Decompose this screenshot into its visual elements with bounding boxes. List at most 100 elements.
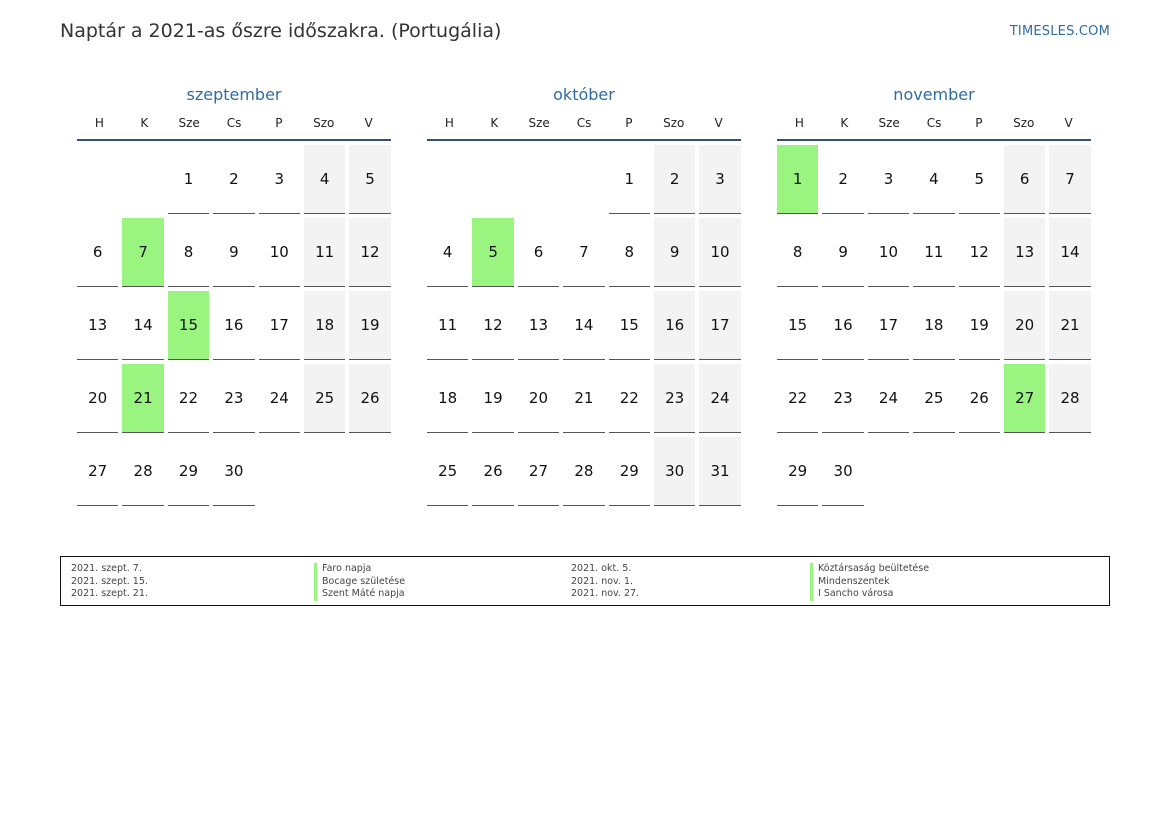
day-cell[interactable]: 14 xyxy=(1049,218,1091,287)
day-cell[interactable]: 10 xyxy=(258,218,300,287)
day-cell[interactable]: 10 xyxy=(867,218,910,287)
day-cell[interactable]: 25 xyxy=(427,437,469,506)
day-cell[interactable]: 14 xyxy=(122,291,164,360)
day-cell[interactable]: 3 xyxy=(867,145,910,214)
day-cell[interactable]: 18 xyxy=(427,364,469,433)
day-cell[interactable]: 12 xyxy=(472,291,514,360)
day-cell[interactable]: 30 xyxy=(822,437,864,506)
day-cell[interactable]: 18 xyxy=(303,291,346,360)
weekday-label: Cs xyxy=(226,116,242,130)
day-cell[interactable]: 16 xyxy=(213,291,255,360)
day-cell[interactable]: 29 xyxy=(777,437,819,506)
weekday-label: Szo xyxy=(663,116,685,130)
day-cell[interactable]: 28 xyxy=(1049,364,1091,433)
day-cell[interactable]: 25 xyxy=(913,364,955,433)
day-cell[interactable]: 20 xyxy=(517,364,560,433)
holiday-day-cell[interactable]: 15 xyxy=(167,291,210,360)
day-cell[interactable]: 23 xyxy=(653,364,696,433)
day-cell[interactable]: 14 xyxy=(563,291,605,360)
day-cell[interactable]: 8 xyxy=(167,218,210,287)
day-cell[interactable]: 31 xyxy=(699,437,741,506)
day-cell[interactable]: 2 xyxy=(213,145,255,214)
day-cell[interactable]: 26 xyxy=(349,364,391,433)
day-cell[interactable]: 21 xyxy=(1049,291,1091,360)
holiday-day-cell[interactable]: 7 xyxy=(122,218,164,287)
day-cell[interactable]: 2 xyxy=(653,145,696,214)
day-cell[interactable]: 20 xyxy=(77,364,119,433)
day-cell[interactable]: 17 xyxy=(867,291,910,360)
day-cell[interactable]: 7 xyxy=(563,218,605,287)
day-cell[interactable]: 13 xyxy=(1003,218,1046,287)
day-cell[interactable]: 9 xyxy=(213,218,255,287)
day-cell[interactable]: 16 xyxy=(822,291,864,360)
day-cell[interactable]: 8 xyxy=(777,218,819,287)
day-cell[interactable]: 19 xyxy=(472,364,514,433)
day-cell[interactable]: 30 xyxy=(213,437,255,506)
day-cell[interactable]: 24 xyxy=(258,364,300,433)
day-cell[interactable]: 29 xyxy=(167,437,210,506)
day-cell[interactable]: 6 xyxy=(77,218,119,287)
day-cell[interactable]: 19 xyxy=(958,291,1000,360)
day-cell[interactable]: 22 xyxy=(167,364,210,433)
day-cell[interactable]: 16 xyxy=(653,291,696,360)
day-cell[interactable]: 9 xyxy=(822,218,864,287)
day-cell[interactable]: 9 xyxy=(653,218,696,287)
day-cell[interactable]: 13 xyxy=(77,291,119,360)
day-cell[interactable]: 1 xyxy=(608,145,650,214)
day-cell[interactable]: 28 xyxy=(563,437,605,506)
day-cell[interactable]: 7 xyxy=(1049,145,1091,214)
legend-date: 2021. nov. 1. xyxy=(571,575,634,587)
day-cell[interactable]: 26 xyxy=(472,437,514,506)
day-cell[interactable]: 6 xyxy=(517,218,560,287)
day-cell[interactable]: 20 xyxy=(1003,291,1046,360)
day-cell[interactable]: 22 xyxy=(608,364,650,433)
day-cell[interactable]: 1 xyxy=(167,145,210,214)
day-cell[interactable]: 24 xyxy=(867,364,910,433)
day-cell[interactable]: 19 xyxy=(349,291,391,360)
day-cell[interactable]: 11 xyxy=(427,291,469,360)
day-cell[interactable]: 8 xyxy=(608,218,650,287)
day-cell[interactable]: 11 xyxy=(913,218,955,287)
day-cell[interactable]: 10 xyxy=(699,218,741,287)
day-cell[interactable]: 5 xyxy=(958,145,1000,214)
day-cell[interactable]: 23 xyxy=(822,364,864,433)
holiday-day-cell[interactable]: 5 xyxy=(472,218,514,287)
day-cell[interactable]: 15 xyxy=(777,291,819,360)
day-cell[interactable]: 17 xyxy=(699,291,741,360)
day-cell[interactable]: 22 xyxy=(777,364,819,433)
day-cell[interactable]: 5 xyxy=(349,145,391,214)
day-cell[interactable]: 27 xyxy=(517,437,560,506)
day-cell[interactable]: 13 xyxy=(517,291,560,360)
day-cell[interactable]: 30 xyxy=(653,437,696,506)
day-cell[interactable]: 11 xyxy=(303,218,346,287)
day-grid: 1 2 3 4 5 6 7 8 9 10 11 12 13 14 15 16 17 18 19 20 21 22 23 24 2… xyxy=(427,145,741,506)
day-cell[interactable]: 23 xyxy=(213,364,255,433)
day-cell[interactable]: 4 xyxy=(303,145,346,214)
day-cell[interactable]: 12 xyxy=(349,218,391,287)
day-cell[interactable]: 4 xyxy=(913,145,955,214)
day-cell[interactable]: 6 xyxy=(1003,145,1046,214)
day-cell[interactable]: 29 xyxy=(608,437,650,506)
empty-day-cell xyxy=(427,145,468,214)
day-cell[interactable]: 3 xyxy=(699,145,741,214)
day-cell[interactable]: 21 xyxy=(563,364,605,433)
holiday-day-cell[interactable]: 27 xyxy=(1003,364,1046,433)
empty-day-cell xyxy=(563,145,604,214)
day-cell[interactable]: 12 xyxy=(958,218,1000,287)
holiday-day-cell[interactable]: 1 xyxy=(777,145,819,214)
day-cell[interactable]: 4 xyxy=(427,218,469,287)
holiday-day-cell[interactable]: 21 xyxy=(122,364,164,433)
weekday-label: P xyxy=(625,116,633,130)
day-cell[interactable]: 28 xyxy=(122,437,164,506)
day-cell[interactable]: 3 xyxy=(258,145,300,214)
day-cell[interactable]: 15 xyxy=(608,291,650,360)
day-cell[interactable]: 27 xyxy=(77,437,119,506)
day-cell[interactable]: 2 xyxy=(822,145,864,214)
day-cell[interactable]: 18 xyxy=(913,291,955,360)
day-cell[interactable]: 26 xyxy=(958,364,1000,433)
day-cell[interactable]: 17 xyxy=(258,291,300,360)
site-link[interactable]: TIMESLES.COM xyxy=(1009,24,1110,39)
weekday-label: Cs xyxy=(926,116,942,130)
day-cell[interactable]: 25 xyxy=(303,364,346,433)
day-cell[interactable]: 24 xyxy=(699,364,741,433)
